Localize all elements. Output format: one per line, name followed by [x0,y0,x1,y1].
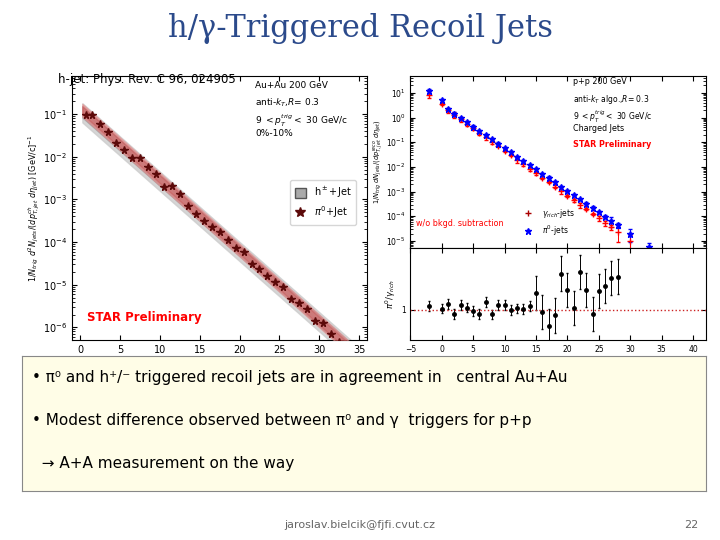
Y-axis label: $1/N_{trig}\ d^2N_{jets}/(dp^{ch}_{T,jet}\ d\eta_{jet})\ [\rm{GeV}/c]^{-1}$: $1/N_{trig}\ d^2N_{jets}/(dp^{ch}_{T,jet… [26,134,42,282]
Text: 9 $< p^{trig}_T <$ 30 GeV/c: 9 $< p^{trig}_T <$ 30 GeV/c [255,113,348,129]
Text: • π⁰ and h⁺/⁻ triggered recoil jets are in agreement in   central Au+Au: • π⁰ and h⁺/⁻ triggered recoil jets are … [32,370,567,385]
Text: 22: 22 [684,520,698,530]
Text: h-jet: Phys. Rev. C 96, 024905: h-jet: Phys. Rev. C 96, 024905 [58,73,235,86]
Text: 9 $< p^{trig}_T <$ 30 GeV/c: 9 $< p^{trig}_T <$ 30 GeV/c [573,109,652,125]
Text: p+p 200 GeV: p+p 200 GeV [573,77,626,86]
Text: STAR Preliminary: STAR Preliminary [573,139,651,148]
X-axis label: $p^{reco}_{T,jet}$ [GeV/c]: $p^{reco}_{T,jet}$ [GeV/c] [526,360,590,376]
Text: Charged Jets: Charged Jets [573,124,624,133]
Text: STAR Preliminary: STAR Preliminary [87,312,202,325]
Text: 0%-10%: 0%-10% [255,129,293,138]
Text: anti-$k_T$ algo.,$R$= 0.3: anti-$k_T$ algo.,$R$= 0.3 [573,93,649,106]
Legend: $\gamma_{rich}$-jets, $\pi^0$-jets: $\gamma_{rich}$-jets, $\pi^0$-jets [518,204,578,241]
Text: → A+A measurement on the way: → A+A measurement on the way [32,456,294,471]
Text: anti-$k_T$,$R$= 0.3: anti-$k_T$,$R$= 0.3 [255,97,320,109]
Text: w/o bkgd. subtraction: w/o bkgd. subtraction [416,219,504,228]
Text: jaroslav.bielcik@fjfi.cvut.cz: jaroslav.bielcik@fjfi.cvut.cz [284,520,436,530]
Text: h/γ-Triggered Recoil Jets: h/γ-Triggered Recoil Jets [168,14,552,44]
Y-axis label: $1/N_{trig}\ dN_{jets}/(dp^{reco}_{T,jet}\ d\eta_{jet})$: $1/N_{trig}\ dN_{jets}/(dp^{reco}_{T,jet… [371,120,384,204]
X-axis label: $p^{ch}_{T,jet}$ [GeV/c]: $p^{ch}_{T,jet}$ [GeV/c] [179,361,260,382]
Legend: h$^\pm$+Jet, $\pi^0$+Jet: h$^\pm$+Jet, $\pi^0$+Jet [289,180,356,225]
Text: • Modest difference observed between π⁰ and γ  triggers for p+p: • Modest difference observed between π⁰ … [32,413,531,428]
Y-axis label: $\pi^0/\gamma_{rich}$: $\pi^0/\gamma_{rich}$ [384,279,398,309]
Text: Au+Au 200 GeV: Au+Au 200 GeV [255,81,328,90]
